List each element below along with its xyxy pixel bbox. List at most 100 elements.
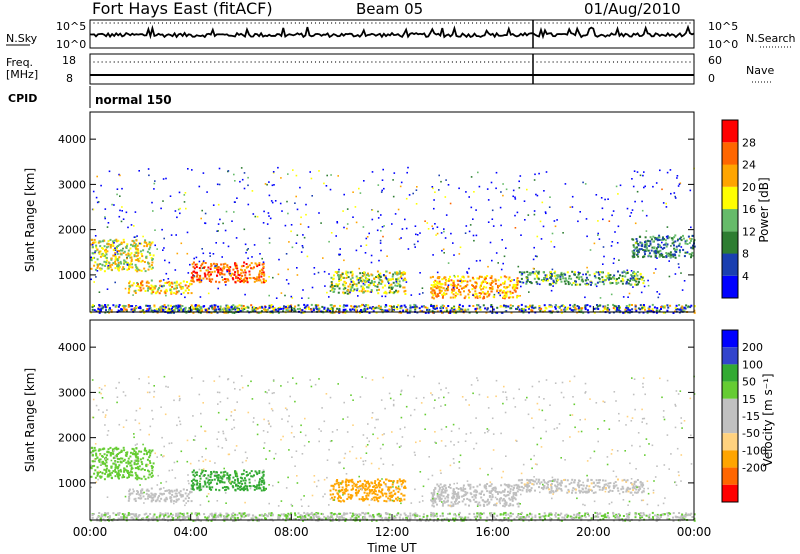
noise-search-point <box>298 22 300 24</box>
echo-cell <box>341 481 344 483</box>
echo-cell <box>95 454 98 457</box>
nave-point <box>395 61 397 63</box>
echo-cell <box>113 242 115 244</box>
nave-point <box>415 61 417 63</box>
echo-cell <box>219 272 222 275</box>
echo-cell <box>482 297 485 300</box>
echo-cell <box>230 273 232 276</box>
echo-cell <box>103 447 106 450</box>
echo-cell <box>488 490 491 493</box>
echo-cell <box>605 308 608 311</box>
echo-cell <box>479 308 482 311</box>
noise-search-point <box>415 22 417 24</box>
noise-search-point <box>246 22 248 24</box>
echo-cell <box>187 292 190 295</box>
echo-cell <box>153 494 156 497</box>
echo-cell <box>402 273 404 276</box>
noise-search-point <box>141 22 143 24</box>
echo-cell <box>433 289 436 292</box>
echo-cell <box>391 291 394 294</box>
echo-cell <box>220 480 223 483</box>
echo-cell <box>636 190 639 193</box>
echo-cell <box>505 494 508 497</box>
echo-cell <box>125 211 128 214</box>
echo-cell <box>627 282 630 285</box>
echo-cell <box>379 272 382 275</box>
echo-cell <box>280 292 283 294</box>
echo-cell <box>147 497 149 500</box>
echo-cell <box>326 309 329 312</box>
echo-cell <box>182 308 185 311</box>
echo-cell <box>564 309 567 312</box>
echo-cell <box>339 304 342 307</box>
echo-cell <box>663 256 666 258</box>
echo-cell <box>485 311 488 314</box>
echo-cell <box>502 490 504 493</box>
echo-cell <box>263 482 266 485</box>
echo-cell <box>247 184 249 187</box>
echo-cell <box>364 483 367 486</box>
echo-cell <box>556 279 559 282</box>
echo-cell <box>549 196 551 198</box>
nave-point <box>93 61 95 63</box>
echo-cell <box>400 304 403 307</box>
echo-cell <box>441 249 443 252</box>
echo-cell <box>688 253 691 256</box>
echo-cell <box>268 306 271 309</box>
echo-cell <box>633 279 636 282</box>
echo-cell <box>582 491 584 494</box>
echo-cell <box>248 264 251 267</box>
echo-cell <box>91 244 94 246</box>
echo-cell <box>470 176 473 178</box>
echo-cell <box>150 279 153 282</box>
echo-cell <box>105 471 108 473</box>
noise-search-point <box>431 22 433 24</box>
echo-cell <box>459 246 462 249</box>
echo-cell <box>391 494 394 497</box>
echo-cell <box>617 270 619 273</box>
echo-cell <box>291 309 294 311</box>
echo-cell <box>608 220 611 222</box>
echo-cell <box>355 308 358 311</box>
echo-cell <box>186 281 188 283</box>
echo-cell <box>636 271 639 273</box>
echo-cell <box>522 308 525 310</box>
echo-cell <box>147 263 150 265</box>
echo-cell <box>639 487 642 490</box>
echo-cell <box>398 488 401 491</box>
echo-cell <box>680 236 683 239</box>
echo-cell <box>508 497 511 500</box>
echo-cell <box>137 457 140 460</box>
echo-cell <box>584 296 586 299</box>
echo-cell <box>670 192 672 195</box>
echo-cell <box>139 494 142 497</box>
noise-search-point <box>403 22 405 24</box>
echo-cell <box>479 296 482 299</box>
echo-cell <box>675 248 678 251</box>
echo-cell <box>325 185 328 187</box>
echo-cell <box>239 280 242 283</box>
noise-search-point <box>540 22 542 24</box>
echo-cell <box>291 307 294 309</box>
echo-cell <box>226 264 229 267</box>
echo-cell <box>250 262 253 265</box>
echo-cell <box>131 305 134 308</box>
echo-cell <box>546 278 548 280</box>
nave-point <box>427 61 429 63</box>
echo-cell <box>640 242 643 245</box>
echo-cell <box>117 470 120 472</box>
echo-cell <box>203 474 205 477</box>
echo-cell <box>523 200 526 202</box>
echo-cell <box>210 273 212 276</box>
echo-cell <box>184 192 187 194</box>
echo-cell <box>636 240 639 243</box>
echo-cell <box>441 489 444 491</box>
echo-cell <box>644 253 646 256</box>
echo-cell <box>104 462 106 465</box>
echo-cell <box>445 287 448 290</box>
echo-cell <box>659 246 662 248</box>
echo-cell <box>365 485 368 488</box>
echo-cell <box>516 308 518 310</box>
echo-cell <box>106 250 109 253</box>
echo-cell <box>127 291 130 294</box>
